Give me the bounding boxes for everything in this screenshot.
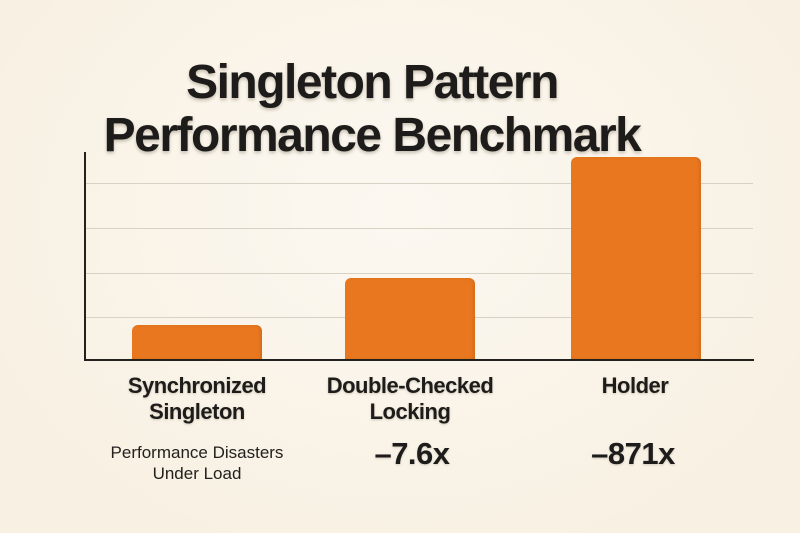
chart-title-line-2: Performance Benchmark xyxy=(103,109,642,163)
gridline xyxy=(86,273,753,274)
gridline xyxy=(86,183,753,184)
category-label-double-checked-locking: Double-Checked Locking xyxy=(300,373,520,425)
gridline xyxy=(86,228,753,229)
category-label-line: Synchronized xyxy=(127,373,267,398)
category-label-line: Locking xyxy=(369,399,451,424)
bar-holder xyxy=(571,157,701,359)
bar-synchronized-singleton xyxy=(132,325,262,359)
x-axis xyxy=(84,359,754,361)
category-label-synchronized-singleton: Synchronized Singleton xyxy=(87,373,307,425)
chart-title-line-1: Singleton Pattern xyxy=(186,56,559,110)
bar-double-checked-locking xyxy=(345,278,475,359)
annotation-line: Performance Disasters xyxy=(110,443,284,462)
annotation-speedup-holder: –871x xyxy=(591,436,675,471)
annotation-speedup-double-checked: –7.6x xyxy=(374,436,450,471)
category-label-line: Double-Checked xyxy=(326,373,494,398)
category-label-line: Singleton xyxy=(149,399,245,424)
chart-plot-area xyxy=(85,153,753,359)
category-label-line: Holder xyxy=(601,373,669,398)
annotation-performance-disasters: Performance Disasters Under Load xyxy=(77,442,317,484)
category-label-holder: Holder xyxy=(525,373,745,399)
y-axis xyxy=(84,152,86,361)
chart-title: Singleton Pattern Performance Benchmark xyxy=(0,56,744,162)
annotation-line: Under Load xyxy=(152,464,242,483)
